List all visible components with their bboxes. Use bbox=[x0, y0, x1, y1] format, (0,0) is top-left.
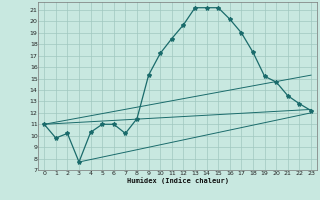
X-axis label: Humidex (Indice chaleur): Humidex (Indice chaleur) bbox=[127, 177, 228, 184]
